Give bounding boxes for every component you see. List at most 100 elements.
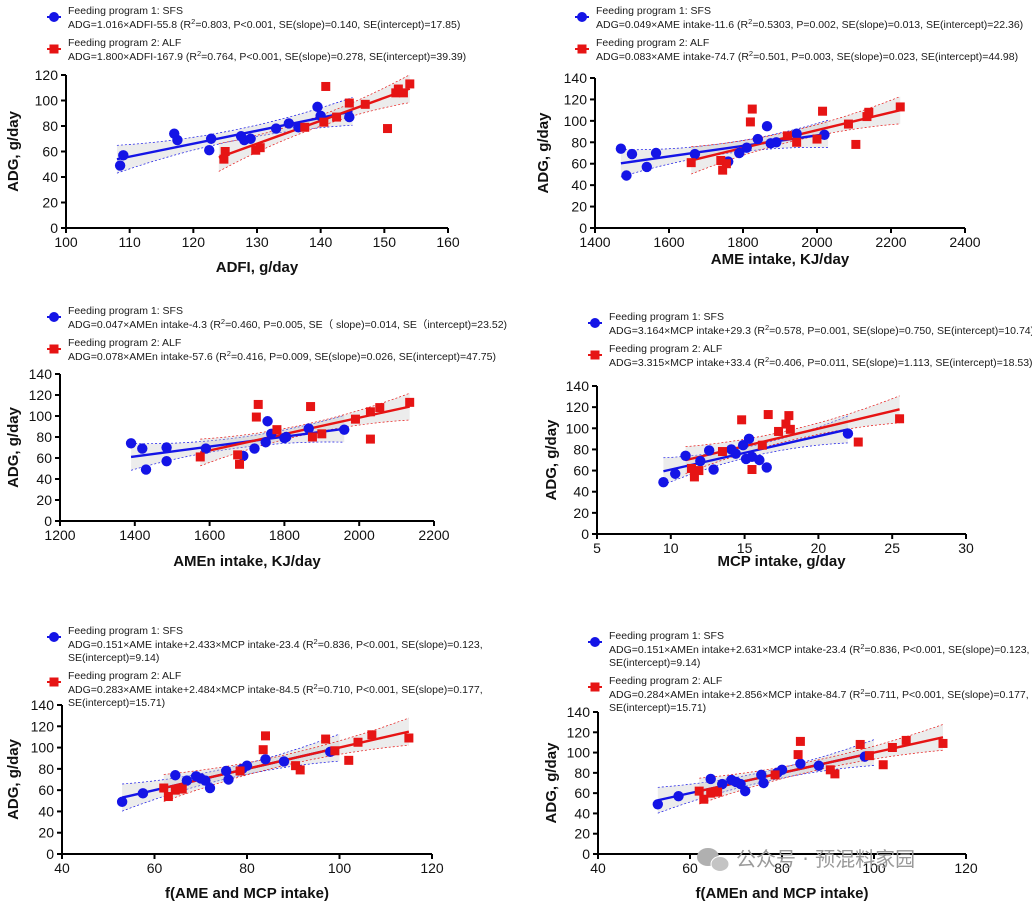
y-tick-label: 80	[36, 429, 52, 445]
data-point-red	[895, 414, 905, 424]
equation-superscript: 2	[314, 682, 318, 691]
y-tick-label: 0	[579, 220, 587, 236]
y-tick-label: 40	[36, 471, 52, 487]
regression-line-blue	[116, 110, 353, 161]
equation-part: ADG=0.283×AME intake+2.484×MCP intake-84…	[68, 684, 314, 696]
x-tick-label: 110	[119, 234, 142, 250]
y-tick-label: 0	[44, 513, 52, 529]
data-point-red	[853, 437, 863, 447]
legend-marker-circle	[577, 12, 587, 22]
data-point-red	[306, 402, 316, 412]
y-tick-label: 20	[38, 825, 54, 841]
data-point-red	[812, 134, 822, 144]
equation-part: =0.501, P=0.003, SE(slope)=0.023, SE(int…	[753, 51, 1018, 63]
data-point-red	[405, 79, 415, 89]
data-point-red	[830, 769, 840, 779]
data-point-blue	[170, 770, 181, 781]
y-tick-label: 80	[574, 765, 590, 781]
data-point-red	[825, 765, 835, 775]
y-tick-label: 140	[564, 70, 588, 86]
equation-superscript: 2	[860, 642, 864, 651]
data-point-blue	[125, 438, 137, 449]
x-tick-label: 150	[373, 234, 397, 250]
legend-series-name: Feeding program 2: ALF	[68, 670, 181, 682]
x-tick-label: 40	[590, 860, 606, 876]
y-tick-label: 80	[573, 441, 589, 457]
data-point-blue	[795, 758, 806, 769]
y-tick-label: 100	[35, 93, 59, 109]
legend-series-name: Feeding program 1: SFS	[68, 305, 183, 317]
data-point-red	[307, 432, 317, 442]
data-point-blue	[181, 775, 193, 786]
equation-part: =0.578, P=0.001, SE(slope)=0.750, SE(int…	[769, 325, 1032, 337]
legend-equation: ADG=0.151×AME intake+2.433×MCP intake-23…	[68, 637, 483, 651]
x-tick-label: 10	[663, 540, 679, 556]
y-tick-label: 20	[36, 492, 52, 508]
data-point-red	[393, 84, 403, 94]
data-point-blue	[344, 111, 355, 123]
data-point-red	[233, 450, 243, 460]
legend-equation: ADG=0.283×AME intake+2.484×MCP intake-84…	[68, 682, 483, 696]
ci-upper-blue	[663, 415, 849, 459]
data-point-red	[258, 745, 268, 755]
equation-superscript: 2	[860, 687, 864, 696]
data-point-blue	[730, 448, 741, 459]
data-point-blue	[615, 143, 627, 154]
data-point-blue	[658, 477, 669, 488]
legend-entry-blue: Feeding program 1: SFSADG=1.016×ADFI-55.…	[47, 5, 460, 31]
y-tick-label: 20	[574, 826, 590, 842]
data-point-blue	[249, 443, 260, 454]
data-point-red	[781, 419, 791, 429]
data-point-blue	[270, 123, 282, 134]
data-point-red	[887, 743, 897, 752]
data-point-blue	[220, 765, 232, 777]
data-point-blue	[703, 445, 715, 456]
equation-part: ADG=0.151×AMEn intake+2.631×MCP intake-2…	[609, 644, 861, 656]
data-point-red	[353, 737, 363, 747]
y-tick-label: 80	[38, 761, 54, 777]
ci-upper-red	[200, 392, 410, 440]
y-tick-label: 100	[564, 113, 588, 129]
x-tick-label: 130	[245, 234, 269, 250]
data-point-blue	[260, 754, 271, 765]
data-point-red	[235, 766, 245, 776]
data-point-blue	[200, 775, 211, 786]
equation-part: ADG=0.078×AMEn intake-57.6 (R	[68, 351, 227, 363]
legend-series-name: Feeding program 2: ALF	[609, 675, 722, 687]
equation-part: ADG=0.047×AMEn intake-4.3 (R	[68, 319, 221, 331]
y-tick-label: 60	[573, 463, 589, 479]
data-point-red	[332, 112, 342, 122]
y-tick-label: 140	[566, 378, 590, 394]
y-axis-title: ADG, g/day	[543, 742, 560, 824]
y-tick-label: 100	[567, 745, 591, 761]
data-point-red	[375, 403, 385, 413]
x-tick-label: 2000	[344, 527, 375, 543]
data-point-blue	[223, 774, 234, 785]
y-tick-label: 60	[574, 785, 590, 801]
x-axis-title: AMEn intake, KJ/day	[173, 553, 321, 570]
data-point-blue	[754, 454, 765, 466]
data-point-red	[350, 414, 360, 424]
y-tick-label: 0	[50, 220, 58, 236]
data-point-blue	[205, 133, 217, 144]
data-point-red	[365, 407, 375, 417]
y-tick-label: 60	[42, 144, 58, 160]
data-point-red	[855, 739, 865, 749]
data-point-red	[398, 88, 408, 98]
y-tick-label: 40	[574, 805, 590, 821]
y-tick-label: 0	[582, 846, 590, 862]
legend-marker-square	[49, 344, 59, 354]
data-point-red	[360, 99, 370, 109]
legend-equation: ADG=3.315×MCP intake+33.4 (R2=0.406, P=0…	[609, 355, 1032, 369]
equation-part: ADG=3.315×MCP intake+33.4 (R	[609, 357, 765, 369]
legend-series-name: Feeding program 1: SFS	[68, 625, 183, 637]
y-tick-label: 40	[42, 169, 58, 185]
data-point-blue	[161, 442, 172, 453]
data-point-red	[792, 137, 802, 147]
equation-part: ADG=0.049×AME intake-11.6 (R	[596, 19, 749, 31]
data-point-red	[177, 784, 187, 794]
equation-superscript: 2	[314, 637, 318, 646]
data-point-red	[251, 412, 261, 422]
data-point-blue	[204, 782, 216, 794]
chart-panel-6: Feeding program 1: SFS ADG=0.151×AMEn int…	[543, 630, 1029, 902]
